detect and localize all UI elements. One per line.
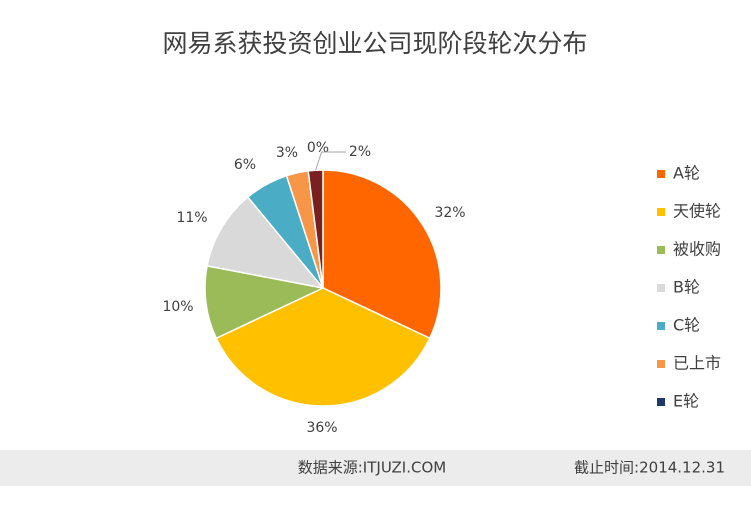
legend-swatch	[657, 284, 665, 292]
footer-bar	[0, 450, 751, 486]
legend-label: A轮	[673, 164, 700, 183]
data-label: 6%	[234, 157, 256, 173]
footer-date: 截止时间:2014.12.31	[574, 459, 725, 477]
data-label: 10%	[162, 299, 193, 315]
legend-label: B轮	[673, 278, 700, 297]
legend-swatch	[657, 246, 665, 254]
pie-slice	[322, 169, 442, 340]
legend-label: 已上市	[673, 354, 721, 373]
leader-line	[315, 151, 346, 171]
legend-swatch	[657, 360, 665, 368]
legend-swatch	[657, 398, 665, 406]
data-label: 2%	[349, 144, 371, 160]
data-label: 36%	[306, 420, 337, 436]
legend-label: 天使轮	[673, 202, 721, 221]
legend-label: C轮	[673, 316, 700, 335]
legend-label: E轮	[673, 392, 699, 411]
data-label: 3%	[276, 145, 298, 161]
legend-swatch	[657, 322, 665, 330]
pie-slice	[206, 196, 325, 290]
chart-title: 网易系获投资创业公司现阶段轮次分布	[162, 29, 587, 58]
data-label: 32%	[434, 205, 465, 221]
data-label: 0%	[307, 140, 329, 156]
footer-source: 数据来源:ITJUZI.COM	[298, 459, 446, 477]
legend-label: 被收购	[673, 240, 721, 259]
legend-swatch	[657, 170, 665, 178]
pie-slice	[215, 287, 431, 407]
data-label: 11%	[176, 210, 207, 226]
legend-swatch	[657, 208, 665, 216]
pie-slice	[204, 265, 326, 340]
